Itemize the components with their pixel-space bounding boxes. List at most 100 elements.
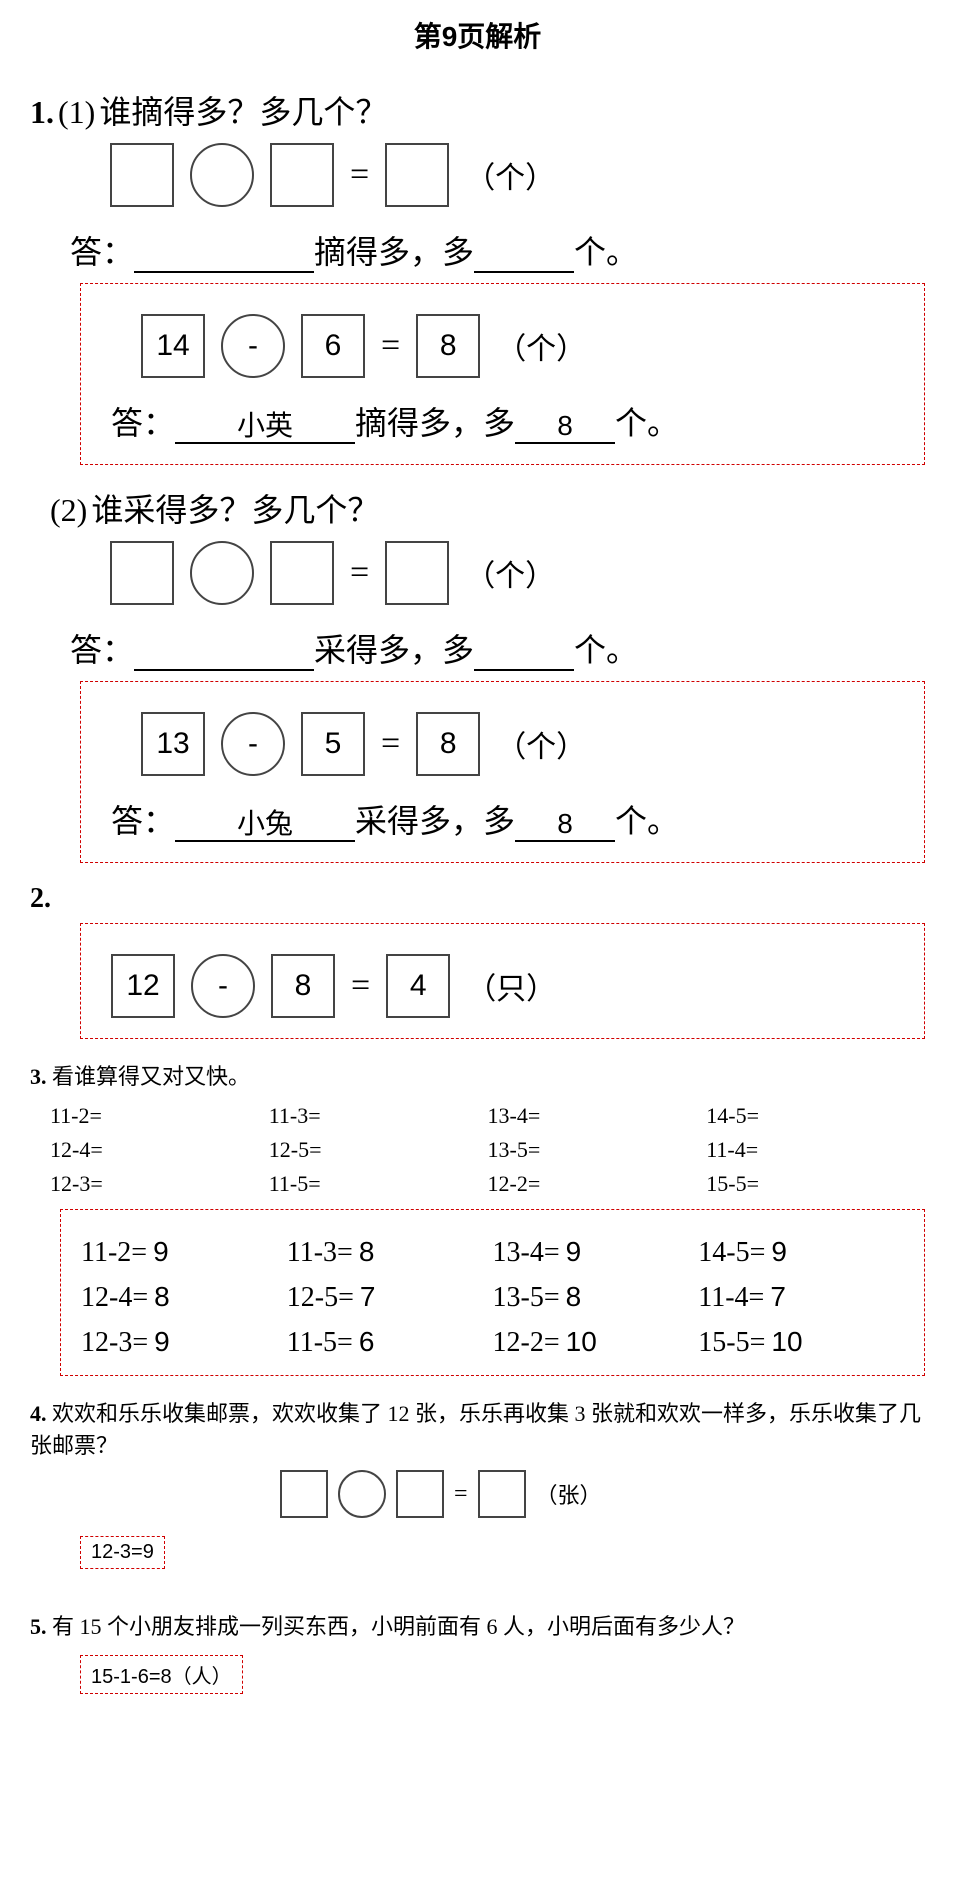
blank-circle-op[interactable] [190,541,254,605]
val: 7 [770,1281,786,1312]
solved-box-res: 8 [416,712,480,776]
expr: 12-5= [287,1282,354,1313]
expr: 12-2= [493,1327,560,1358]
expr: 14-5= [698,1237,765,1268]
q5-text: 有 15 个小朋友排成一列买东西，小明前面有 6 人，小明后面有多少人？ [52,1614,745,1639]
q3-ans-cell: 15-5=10 [698,1320,904,1365]
q3-ans-cell: 12-2=10 [493,1320,699,1365]
solved-circle-op: - [221,314,285,378]
q1p1-label: (1) [58,94,95,130]
q3-answer-region: 11-2=9 11-3=8 13-4=9 14-5=9 12-4=8 12-5=… [60,1209,925,1376]
q1p2-question: 谁采得多？多几个？ [91,492,379,528]
ans-mid: 采得多，多 [314,625,474,671]
ans-prefix: 答： [70,625,134,671]
eq-sign: = [381,725,400,763]
q3-cell: 12-3= [50,1167,269,1201]
eq-sign: = [350,156,369,194]
q3-cell: 13-4= [488,1099,707,1133]
q3-cell: 12-2= [488,1167,707,1201]
q5-number: 5. [30,1614,47,1639]
q1p1-solved-answer: 答： 小英 摘得多，多 8 个。 [111,398,904,444]
blank-box-a[interactable] [110,143,174,207]
val: 8 [359,1236,375,1267]
unit-label: （个） [496,324,586,368]
q4-text: 欢欢和乐乐收集邮票，欢欢收集了 12 张，乐乐再收集 3 张就和欢欢一样多，乐乐… [30,1401,921,1458]
q1p2-blank-equation: = （个） [110,541,925,605]
val: 6 [359,1326,375,1357]
ans-suffix: 个。 [615,796,679,842]
eq-sign: = [381,327,400,365]
q3-cell: 11-5= [269,1167,488,1201]
q4-answer-region: 12-3=9 [80,1536,165,1569]
q1p2-blank-answer: 答： 采得多，多 个。 [70,625,925,671]
solved-who: 小英 [175,412,355,444]
blank-box-b[interactable] [396,1470,444,1518]
val: 10 [566,1326,597,1357]
q2-equation: 12 - 8 = 4 （只） [111,954,904,1018]
q3-cell: 12-5= [269,1133,488,1167]
blank-box-res[interactable] [478,1470,526,1518]
q1p2-solved-equation: 13 - 5 = 8 （个） [141,712,904,776]
ans-suffix: 个。 [615,398,679,444]
ans-mid: 摘得多，多 [314,227,474,273]
q1p1-blank-answer: 答： 摘得多，多 个。 [70,227,925,273]
expr: 15-5= [698,1327,765,1358]
ans-prefix: 答： [111,398,175,444]
ans-suffix: 个。 [574,227,638,273]
q4-header: 4. 欢欢和乐乐收集邮票，欢欢收集了 12 张，乐乐再收集 3 张就和欢欢一样多… [30,1396,925,1460]
blank-box-b[interactable] [270,541,334,605]
blank-circle-op[interactable] [190,143,254,207]
q1p2-label: (2) [50,492,87,528]
val: 9 [154,1326,170,1357]
solved-box-a: 14 [141,314,205,378]
expr: 12-3= [81,1327,148,1358]
val: 10 [771,1326,802,1357]
q3-ans-cell: 14-5=9 [698,1230,904,1275]
blank-box-a[interactable] [280,1470,328,1518]
q1p1-answer-region: 14 - 6 = 8 （个） 答： 小英 摘得多，多 8 个。 [80,283,925,465]
q3-problem-grid: 11-2= 11-3= 13-4= 14-5= 12-4= 12-5= 13-5… [50,1099,925,1201]
q1p2-answer-region: 13 - 5 = 8 （个） 答： 小兔 采得多，多 8 个。 [80,681,925,863]
unit-label: （个） [496,722,586,766]
expr: 13-4= [493,1237,560,1268]
q1-number: 1. [30,94,54,130]
blank-box-res[interactable] [385,143,449,207]
unit-label: （个） [465,551,555,595]
unit-label: （张） [536,1478,602,1510]
q1p1-question: 谁摘得多？多几个？ [99,94,387,130]
q2-answer-region: 12 - 8 = 4 （只） [80,923,925,1039]
q4-blank-equation: = （张） [280,1470,925,1518]
q3-ans-cell: 11-5=6 [287,1320,493,1365]
q2-box-res: 4 [386,954,450,1018]
blank-box-res[interactable] [385,541,449,605]
expr: 11-3= [287,1237,353,1268]
val: 7 [360,1281,376,1312]
ans-mid: 摘得多，多 [355,398,515,444]
q3-ans-cell: 13-4=9 [493,1230,699,1275]
solved-box-res: 8 [416,314,480,378]
q2-number: 2. [30,883,925,915]
blank-howmany[interactable] [474,667,574,671]
q1p2-header: (2) 谁采得多？多几个？ [50,485,925,531]
q1p2-solved-answer: 答： 小兔 采得多，多 8 个。 [111,796,904,842]
blank-box-b[interactable] [270,143,334,207]
blank-who[interactable] [134,269,314,273]
val: 8 [566,1281,582,1312]
q5-header: 5. 有 15 个小朋友排成一列买东西，小明前面有 6 人，小明后面有多少人？ [30,1609,925,1641]
q2-box-a: 12 [111,954,175,1018]
blank-howmany[interactable] [474,269,574,273]
q3-ans-cell: 12-5=7 [287,1275,493,1320]
q3-ans-cell: 11-3=8 [287,1230,493,1275]
blank-who[interactable] [134,667,314,671]
blank-circle-op[interactable] [338,1470,386,1518]
q3-ans-cell: 13-5=8 [493,1275,699,1320]
q3-cell: 11-2= [50,1099,269,1133]
expr: 11-4= [698,1282,764,1313]
q3-ans-cell: 11-2=9 [81,1230,287,1275]
q1-header: 1. (1) 谁摘得多？多几个？ [30,87,925,133]
blank-box-a[interactable] [110,541,174,605]
solved-box-b: 5 [301,712,365,776]
content-area: 1. (1) 谁摘得多？多几个？ = （个） 答： 摘得多，多 个。 14 - … [0,87,955,1754]
q3-header: 3. 看谁算得又对又快。 [30,1059,925,1091]
page-title: 第9页解析 [0,0,955,75]
